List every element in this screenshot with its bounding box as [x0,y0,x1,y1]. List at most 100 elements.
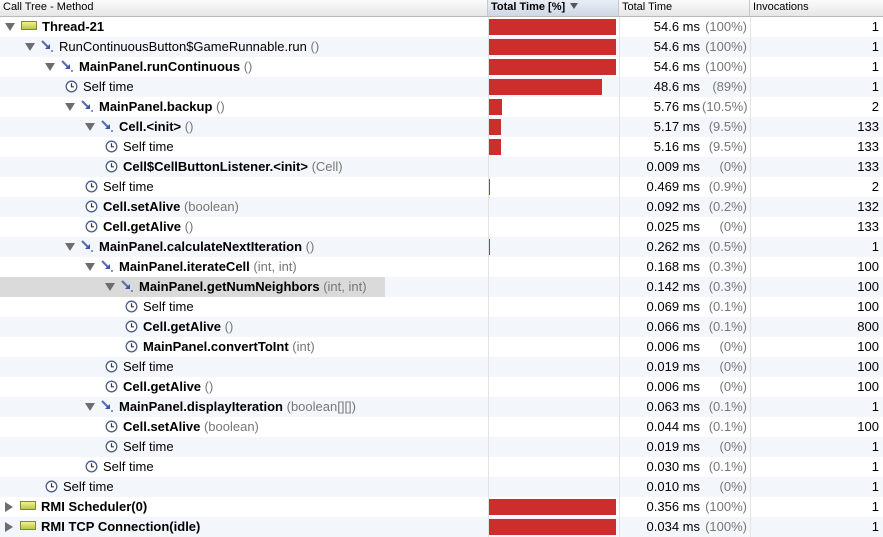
column-divider [619,97,620,117]
column-header-total-percent[interactable]: Total Time [%] [488,0,619,16]
clock-icon [85,460,98,473]
method-name: Self time [123,439,174,454]
column-divider [619,137,620,157]
clock-icon [105,420,118,433]
method-cell: Cell.getAlive () [85,217,193,237]
table-row[interactable]: MainPanel.iterateCell (int, int) 0.168 ms… [0,257,883,277]
total-time-value: 0.025 ms [646,219,700,234]
table-row[interactable]: RMI Scheduler(0) 0.356 ms (100%) 1 [0,497,883,517]
table-row[interactable]: Self time 5.16 ms (9.5%) 133 [0,137,883,157]
table-row[interactable]: MainPanel.displayIteration (boolean[][])… [0,397,883,417]
method-name: MainPanel.iterateCell [119,259,250,274]
total-time-percent: (0%) [719,479,747,494]
column-divider [619,57,620,77]
clock-icon [65,80,78,93]
method-name: Self time [63,479,114,494]
table-row[interactable]: Self time 0.469 ms (0.9%) 2 [0,177,883,197]
table-row[interactable]: Cell.getAlive () 0.006 ms (0%) 100 [0,377,883,397]
method-cell: Self time [105,357,174,377]
column-header-total-time[interactable]: Total Time [619,0,750,16]
column-divider [488,77,489,97]
method-cell: RunContinuousButton$GameRunnable.run () [25,37,319,57]
clock-icon [105,360,118,373]
total-time-value: 0.469 ms [646,179,700,194]
column-divider [619,177,620,197]
total-time-percent: (100%) [705,39,747,54]
column-divider [488,457,489,477]
collapse-toggle-icon[interactable] [5,522,13,532]
table-row[interactable]: MainPanel.runContinuous () 54.6 ms (100%) 1 [0,57,883,77]
table-row[interactable]: RMI TCP Connection(idle) 0.034 ms (100%) 1 [0,517,883,537]
total-time-value: 54.6 ms [653,19,700,34]
clock-icon [85,200,98,213]
total-time-value: 0.019 ms [646,439,700,454]
total-time-percent: (100%) [705,59,747,74]
table-header: Call Tree - Method Total Time [%] Total … [0,0,883,17]
method-cell: Self time [85,457,154,477]
expand-toggle-icon[interactable] [85,123,95,131]
total-time-percent: (100%) [705,499,747,514]
expand-toggle-icon[interactable] [5,23,15,31]
column-divider [619,117,620,137]
table-row[interactable]: Cell.setAlive (boolean) 0.092 ms (0.2%) 132 [0,197,883,217]
column-divider [750,97,751,117]
total-time-bar [489,239,490,255]
expand-toggle-icon[interactable] [85,403,95,411]
expand-toggle-icon[interactable] [105,283,115,291]
table-row[interactable]: MainPanel.getNumNeighbors (int, int) 0.14… [0,277,883,297]
column-divider [750,57,751,77]
total-time-percent: (0.1%) [708,419,747,434]
column-divider [750,317,751,337]
column-divider [488,337,489,357]
table-row[interactable]: Cell.getAlive () 0.066 ms (0.1%) 800 [0,317,883,337]
column-divider [750,117,751,137]
table-row[interactable]: Self time 0.010 ms (0%) 1 [0,477,883,497]
table-row[interactable]: Self time 0.019 ms (0%) 1 [0,437,883,457]
table-row[interactable]: Cell.getAlive () 0.025 ms (0%) 133 [0,217,883,237]
expand-toggle-icon[interactable] [65,243,75,251]
table-row[interactable]: MainPanel.convertToInt (int) 0.006 ms (0%)… [0,337,883,357]
table-row[interactable]: Self time 0.069 ms (0.1%) 100 [0,297,883,317]
method-name: Self time [103,459,154,474]
expand-toggle-icon[interactable] [65,103,75,111]
table-row[interactable]: Thread-21 54.6 ms (100%) 1 [0,17,883,37]
method-args: (int) [292,339,315,354]
method-cell: Cell.setAlive (boolean) [105,417,259,437]
total-time-percent: (9.5%) [708,139,747,154]
method-args: (boolean) [183,199,239,214]
method-cell: Cell.setAlive (boolean) [85,197,239,217]
invocations-value: 800 [857,319,879,334]
column-divider [619,17,620,37]
table-row[interactable]: Cell.setAlive (boolean) 0.044 ms (0.1%) 100 [0,417,883,437]
method-name: Cell.setAlive [103,199,181,214]
table-row[interactable]: Cell$CellButtonListener.<init> (Cell) 0.0… [0,157,883,177]
column-divider [750,157,751,177]
column-divider [750,517,751,537]
expand-toggle-icon[interactable] [25,43,35,51]
total-time-value: 0.019 ms [646,359,700,374]
table-row[interactable]: Cell.<init> () 5.17 ms (9.5%) 133 [0,117,883,137]
table-row[interactable]: MainPanel.calculateNextIteration () 0.262… [0,237,883,257]
clock-icon [45,480,58,493]
table-row[interactable]: Self time 0.019 ms (0%) 100 [0,357,883,377]
collapse-toggle-icon[interactable] [5,502,13,512]
method-args: (int, int) [253,259,297,274]
table-row[interactable]: Self time 0.030 ms (0.1%) 1 [0,457,883,477]
total-time-value: 0.168 ms [646,259,700,274]
table-row[interactable]: Self time 48.6 ms (89%) 1 [0,77,883,97]
sort-descending-icon [570,3,579,9]
method-icon [81,100,94,113]
method-cell: Self time [105,137,174,157]
expand-toggle-icon[interactable] [85,263,95,271]
total-time-bar [489,119,501,135]
total-time-value: 0.063 ms [646,399,700,414]
column-header-method[interactable]: Call Tree - Method [0,0,488,16]
method-args: (Cell) [311,159,343,174]
column-header-invocations[interactable]: Invocations [750,0,883,16]
table-row[interactable]: RunContinuousButton$GameRunnable.run () 5… [0,37,883,57]
expand-toggle-icon[interactable] [45,63,55,71]
column-divider [488,397,489,417]
total-time-percent: (10.5%) [702,99,748,114]
table-row[interactable]: MainPanel.backup () 5.76 ms (10.5%) 2 [0,97,883,117]
total-time-value: 0.006 ms [646,379,700,394]
